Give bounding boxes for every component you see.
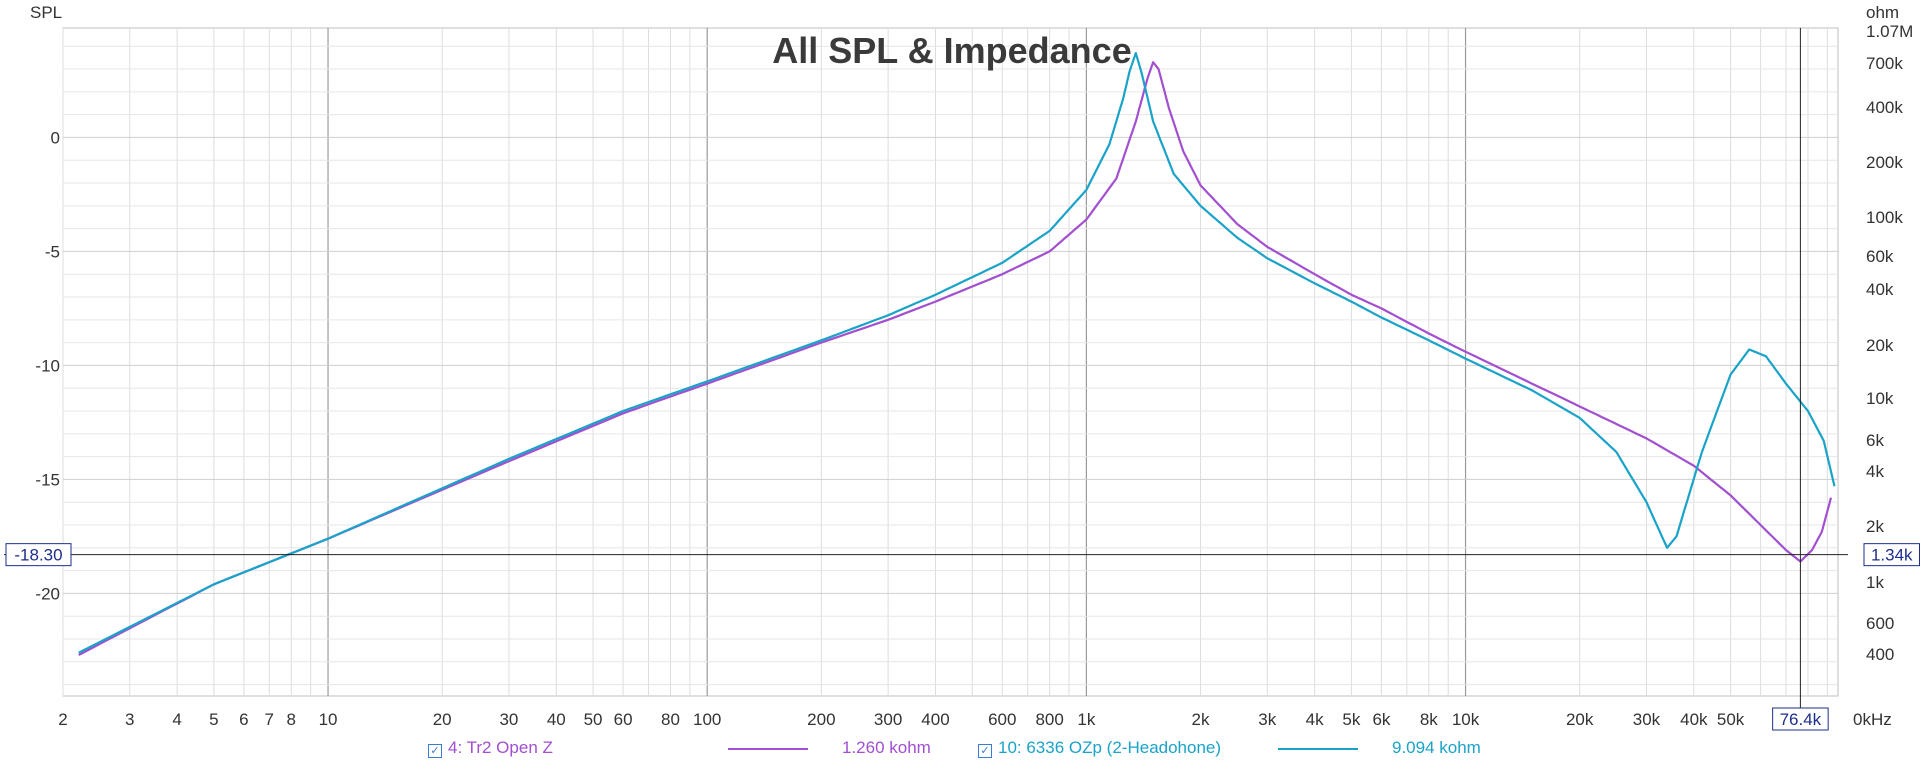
y-right-tick-label: 700k [1866,54,1903,73]
legend-item-series-2[interactable]: ✓ 10: 6336 OZp (2-Headohone) [978,738,1221,758]
y-right-tick-label: 400 [1866,645,1894,664]
x-tick-label: 30k [1633,710,1661,729]
y-right-tick-label: 60k [1866,247,1894,266]
x-tick-label: 6 [239,710,248,729]
series-line-1 [78,61,1833,656]
y-left-tick-label: 0 [51,128,60,147]
legend-series-1-name: 4: Tr2 Open Z [448,738,553,757]
axis-labels: 0 -5 -10 -15 -20 1.07M 700k 400k 200k 100k 60k 40k 2… [35,22,1913,729]
y-right-tick-label: 20k [1866,336,1894,355]
x-tick-label: 5k [1342,710,1360,729]
cursor-crosshair[interactable]: -18.30 1.34k 76.4k [4,28,1920,731]
x-tick-label: 3 [125,710,134,729]
y-right-tick-label: 10k [1866,389,1894,408]
x-tick-label: 20k [1566,710,1594,729]
x-tick-label: 20 [433,710,452,729]
x-tick-label: 3k [1258,710,1276,729]
cursor-right-label: 1.34k [1871,546,1913,565]
x-tick-label: 600 [988,710,1016,729]
legend: ✓ 4: Tr2 Open Z 1.260 kohm ✓ 10: 6336 OZp … [0,738,1920,760]
x-tick-label: 2k [1192,710,1210,729]
x-tick-label: 4k [1306,710,1324,729]
x-tick-label: 60 [614,710,633,729]
x-tick-label: 8 [287,710,296,729]
legend-series-2-swatch [1278,748,1358,750]
x-tick-label: 30 [499,710,518,729]
cursor-y-label: -18.30 [14,546,62,565]
y-right-tick-label: 6k [1866,431,1884,450]
x-tick-label: 400 [921,710,949,729]
x-tick-label: 40k [1680,710,1708,729]
x-tick-label: 10k [1452,710,1480,729]
y-right-tick-label: 1.07M [1866,22,1913,41]
legend-item-series-1[interactable]: ✓ 4: Tr2 Open Z [428,738,553,758]
y-right-tick-label: 200k [1866,153,1903,172]
x-tick-label: 50k [1717,710,1745,729]
legend-series-2-value: 9.094 kohm [1392,738,1481,757]
cursor-y-label-box [5,543,72,567]
y-right-tick-label: 40k [1866,280,1894,299]
checkbox-icon[interactable]: ✓ [428,744,442,758]
x-axis-end-label: 0kHz [1853,710,1892,729]
x-tick-label: 6k [1372,710,1390,729]
series-lines [78,52,1836,656]
y-right-tick-label: 100k [1866,208,1903,227]
y-left-axis-label: SPL [30,3,62,22]
grid [62,27,1839,697]
x-tick-label: 2 [58,710,67,729]
x-tick-label: 5 [209,710,218,729]
x-tick-label: 4 [172,710,181,729]
y-left-tick-label: -5 [45,242,60,261]
x-tick-label: 300 [874,710,902,729]
x-tick-label: 8k [1420,710,1438,729]
x-tick-label: 1k [1077,710,1095,729]
x-tick-label: 100 [693,710,721,729]
x-tick-label: 200 [807,710,835,729]
legend-series-1-swatch [728,748,808,750]
x-tick-label: 40 [547,710,566,729]
x-tick-label: 7 [265,710,274,729]
y-right-axis-label: ohm [1866,3,1899,22]
series-line-2 [78,52,1836,654]
y-right-tick-label: 1k [1866,573,1884,592]
y-right-tick-label: 4k [1866,462,1884,481]
cursor-x-label: 76.4k [1780,710,1822,729]
chart-title: All SPL & Impedance [772,30,1131,71]
cursor-x-label-box [1772,707,1829,731]
y-left-tick-label: -15 [35,470,60,489]
x-tick-label: 10 [319,710,338,729]
x-tick-label: 800 [1035,710,1063,729]
legend-series-2-name: 10: 6336 OZp (2-Headohone) [998,738,1222,757]
y-right-tick-label: 2k [1866,517,1884,536]
y-right-tick-label: 600 [1866,614,1894,633]
plot-frame [62,27,1839,697]
y-left-tick-label: -10 [35,356,60,375]
y-right-tick-label: 400k [1866,98,1903,117]
checkbox-icon[interactable]: ✓ [978,744,992,758]
x-tick-label: 80 [661,710,680,729]
x-tick-label: 50 [584,710,603,729]
legend-series-1-value: 1.260 kohm [842,738,931,757]
y-left-tick-label: -20 [35,584,60,603]
